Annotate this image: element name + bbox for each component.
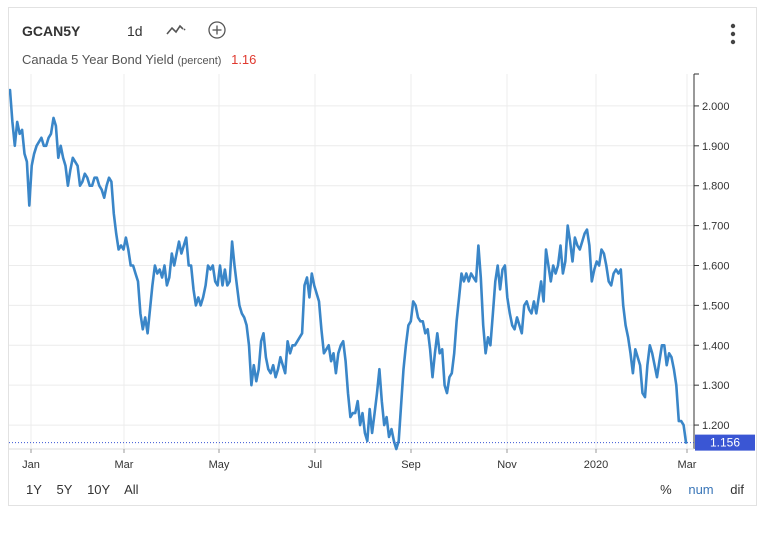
y-tick-label: 1.400 bbox=[702, 340, 730, 352]
ticker-symbol: GCAN5Y bbox=[22, 23, 81, 39]
last-value-badge bbox=[695, 434, 755, 451]
y-tick-label: 1.800 bbox=[702, 181, 730, 193]
mode-percent-button[interactable]: % bbox=[660, 482, 672, 497]
more-options-icon[interactable] bbox=[730, 23, 736, 45]
x-tick-label: Mar bbox=[678, 459, 697, 471]
interval-selector[interactable]: 1d bbox=[127, 23, 143, 39]
y-tick-label: 1.300 bbox=[702, 380, 730, 392]
y-tick-label: 1.200 bbox=[702, 420, 730, 432]
y-tick-label: 1.900 bbox=[702, 141, 730, 153]
x-tick-label: 2020 bbox=[584, 459, 608, 471]
range-selector: 1Y 5Y 10Y All bbox=[26, 482, 150, 497]
chart-toolbar: GCAN5Y 1d bbox=[9, 8, 756, 52]
last-value: 1.16 bbox=[231, 52, 257, 67]
instrument-title: Canada 5 Year Bond Yield bbox=[22, 52, 174, 67]
range-all-button[interactable]: All bbox=[124, 482, 139, 497]
x-tick-label: Mar bbox=[115, 459, 134, 471]
y-tick-label: 2.000 bbox=[702, 101, 730, 113]
line-chart-icon[interactable] bbox=[166, 21, 186, 39]
x-tick-label: Sep bbox=[401, 459, 421, 471]
add-comparison-icon[interactable] bbox=[207, 20, 227, 40]
x-tick-label: Nov bbox=[497, 459, 517, 471]
x-tick-label: May bbox=[209, 459, 230, 471]
mode-dif-button[interactable]: dif bbox=[730, 482, 744, 497]
y-tick-label: 1.600 bbox=[702, 260, 730, 272]
display-mode-selector: % num dif bbox=[647, 482, 744, 497]
range-5y-button[interactable]: 5Y bbox=[56, 482, 73, 497]
x-tick-label: Jan bbox=[22, 459, 40, 471]
chart-card: GCAN5Y 1d Canada 5 Year Bond Yield (perc… bbox=[8, 7, 757, 506]
chart-subtitle: Canada 5 Year Bond Yield (percent) 1.16 bbox=[22, 52, 256, 67]
x-tick-label: Jul bbox=[308, 459, 322, 471]
line-chart[interactable]: 1.200 1.300 1.400 1.500 1.600 1.700 1.800 1.900… bbox=[9, 8, 756, 478]
series-line bbox=[9, 88, 688, 451]
y-tick-label: 1.500 bbox=[702, 300, 730, 312]
y-tick-label: 1.700 bbox=[702, 221, 730, 233]
mode-num-button[interactable]: num bbox=[688, 482, 714, 497]
range-1y-button[interactable]: 1Y bbox=[26, 482, 42, 497]
last-value-label: 1.156 bbox=[710, 436, 740, 450]
range-10y-button[interactable]: 10Y bbox=[87, 482, 111, 497]
unit-label: (percent) bbox=[177, 55, 222, 67]
